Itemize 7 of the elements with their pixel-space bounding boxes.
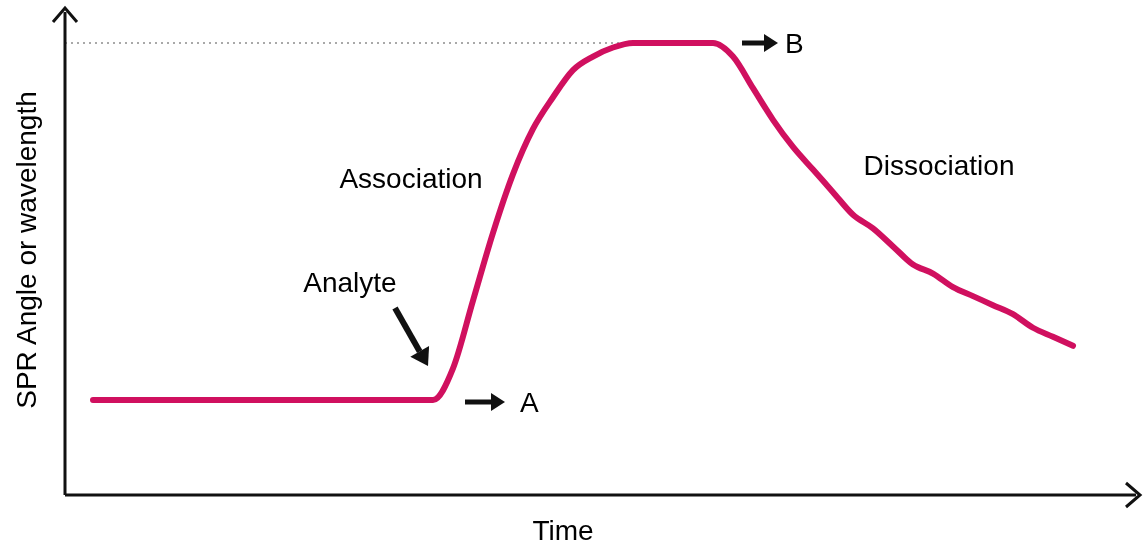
x-axis-title: Time: [532, 515, 594, 546]
annotation: B: [785, 28, 804, 59]
annotation: Dissociation: [863, 150, 1015, 181]
annotation: A: [520, 387, 539, 418]
y-axis-title: SPR Angle or wavelength: [11, 91, 42, 409]
annotation: Association: [339, 163, 483, 194]
annotation: Analyte: [303, 267, 397, 298]
